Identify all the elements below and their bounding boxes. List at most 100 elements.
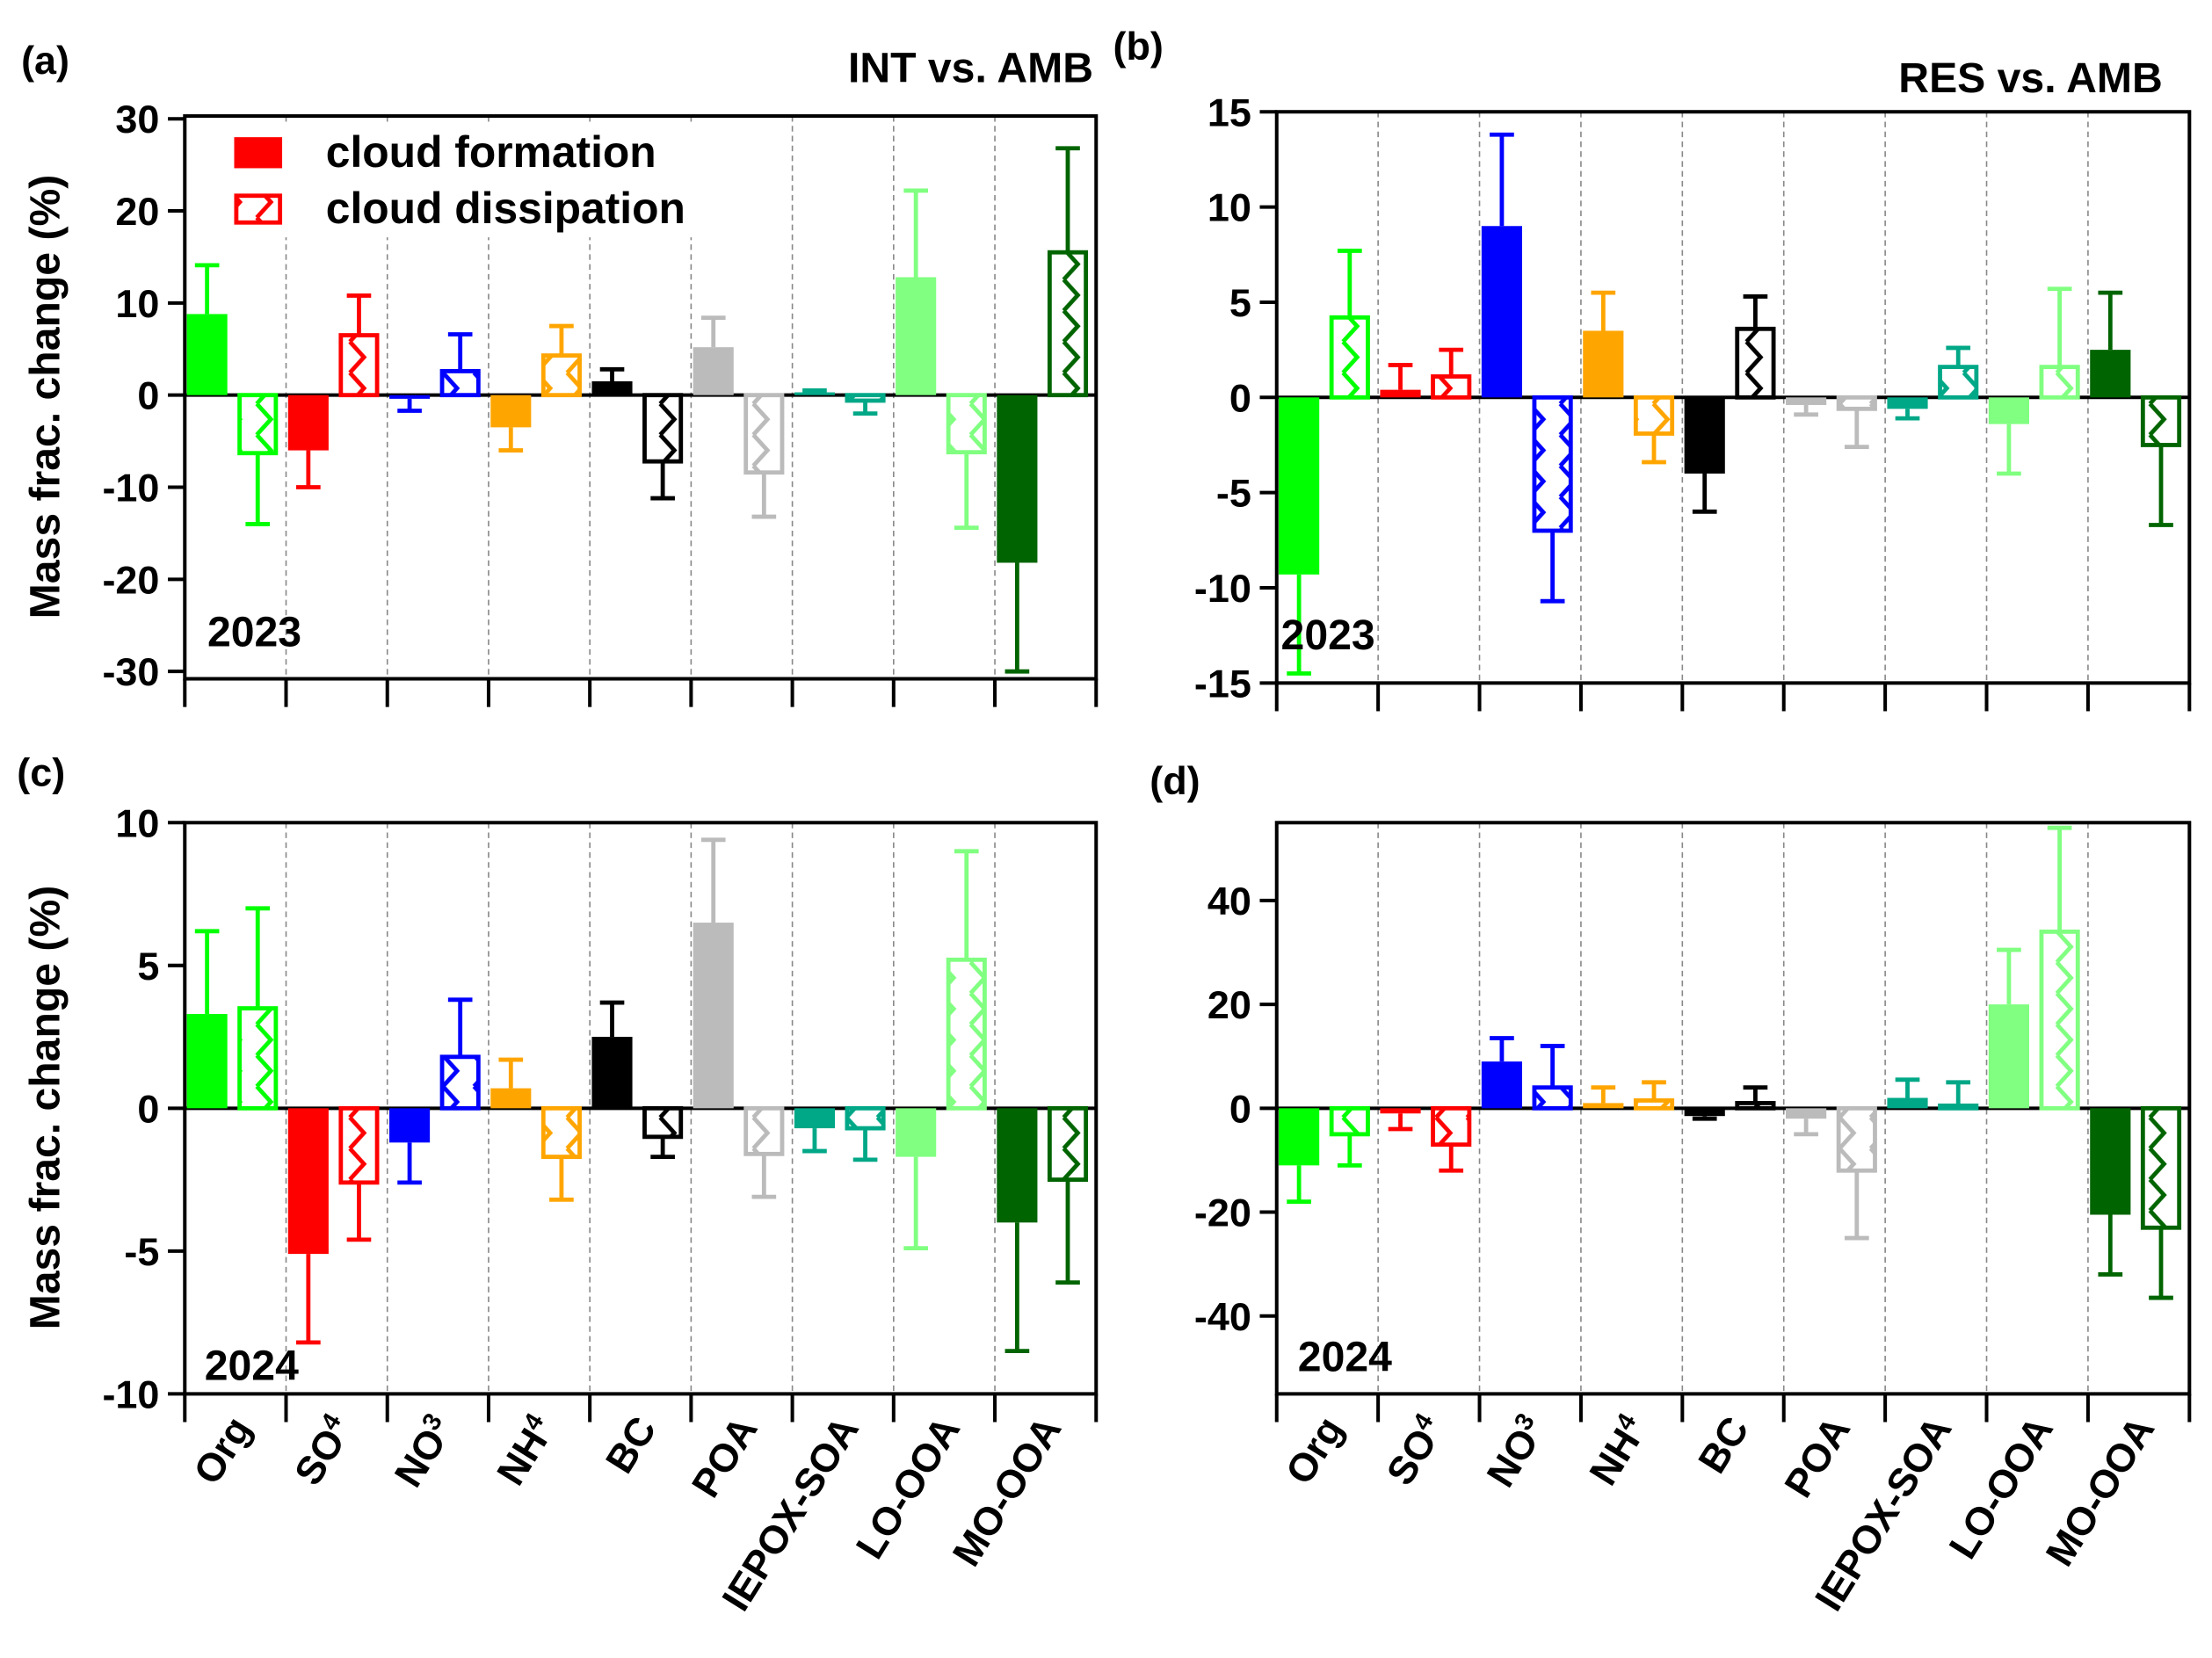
x-tick-label-POA: POA: [1775, 1408, 1859, 1505]
bar-formation-LO-OOA: [896, 277, 937, 395]
y-tick-label: 15: [1208, 90, 1251, 134]
panel-title: RES vs. AMB: [1898, 54, 2163, 102]
y-tick-label: 40: [1208, 879, 1251, 923]
bar-dissipation-POA: [743, 1105, 785, 1156]
bar-dissipation-POA: [1836, 1105, 1877, 1173]
bar-formation-LO-OOA: [1988, 1004, 2029, 1109]
x-tick-label-Org: Org: [185, 1408, 260, 1492]
legend-label-formation: cloud formation: [326, 127, 656, 177]
bar-formation-NO3: [1481, 226, 1522, 398]
x-tick-label-main: Org: [1277, 1408, 1353, 1492]
bar-dissipation-BC: [642, 1105, 684, 1140]
x-tick-label-main: SO: [286, 1421, 354, 1493]
y-tick-label: -10: [102, 466, 159, 510]
x-tick-label-main: NO: [386, 1421, 455, 1495]
x-tick-label-main: SO: [1377, 1421, 1446, 1493]
year-label: 2023: [207, 609, 301, 656]
year-label: 2024: [205, 1342, 299, 1389]
x-tick-label-main: BC: [1689, 1408, 1758, 1481]
bar-dissipation-NH4: [1633, 1098, 1675, 1111]
bar-dissipation-BC: [642, 393, 684, 464]
bar-dissipation-SO4: [338, 333, 380, 398]
panel-b: 15 10 5 0 -5 -10 -15 (b) RES vs. AMB 2023: [1113, 24, 2192, 712]
bar-formation-Org: [1279, 397, 1320, 575]
bar-formation-SO4: [287, 1108, 329, 1255]
bar-dissipation-Org: [1329, 315, 1370, 400]
bar-formation-IEPOX-SOA: [1887, 397, 1928, 409]
y-tick-label: -30: [102, 649, 159, 694]
bar-dissipation-MO-OOA: [1047, 250, 1089, 398]
bar-formation-Org: [1279, 1108, 1320, 1166]
bar-formation-MO-OOA: [2090, 1108, 2131, 1215]
y-tick-label: 10: [115, 800, 159, 845]
bar-formation-BC: [591, 380, 633, 395]
bar-formation-NH4: [490, 1088, 532, 1109]
bar-dissipation-IEPOX-SOA: [1938, 365, 1979, 400]
bar-dissipation-NH4: [540, 1105, 582, 1160]
y-tick-label: 0: [1229, 1086, 1251, 1131]
bar-formation-IEPOX-SOA: [794, 392, 835, 395]
y-tick-label: 0: [1229, 375, 1251, 420]
bar-dissipation-LO-OOA: [946, 957, 987, 1111]
bar-dissipation-MO-OOA: [2140, 395, 2182, 447]
bar-dissipation-SO4: [1431, 374, 1472, 400]
bar-formation-SO4: [1380, 389, 1421, 398]
panel-title: INT vs. AMB: [848, 45, 1093, 92]
bar-formation-NO3: [389, 395, 431, 399]
panel-label: (a): [21, 38, 69, 83]
y-tick-label: 5: [1229, 280, 1251, 325]
y-axis-label: Mass frac. change (%): [21, 886, 69, 1330]
bar-dissipation-MO-OOA: [2140, 1105, 2182, 1230]
bar-formation-SO4: [1380, 1108, 1421, 1114]
bar-formation-POA: [693, 347, 734, 395]
legend-swatch-formation: [234, 137, 283, 169]
x-tick-label-SO4: SO4: [1377, 1408, 1453, 1493]
year-label: 2023: [1281, 612, 1375, 659]
plot-frame: [183, 114, 1099, 681]
y-tick-label: 20: [1208, 982, 1251, 1027]
y-tick-label: -5: [1216, 471, 1251, 516]
bar-formation-LO-OOA: [896, 1108, 937, 1157]
bar-dissipation-IEPOX-SOA: [1938, 1103, 1979, 1111]
bar-dissipation-SO4: [338, 1105, 380, 1185]
y-tick-label: -10: [102, 1372, 159, 1416]
bar-formation-BC: [591, 1037, 633, 1109]
year-label: 2024: [1298, 1334, 1392, 1381]
bar-dissipation-Org: [237, 1006, 279, 1111]
bar-dissipation-LO-OOA: [2039, 365, 2080, 400]
panel-label: (b): [1113, 24, 1164, 69]
bar-dissipation-SO4: [1431, 1105, 1472, 1148]
y-tick-label: -20: [1194, 1191, 1251, 1235]
bar-dissipation-NO3: [1532, 1085, 1573, 1111]
bar-formation-SO4: [287, 395, 329, 451]
bar-dissipation-NH4: [540, 353, 582, 398]
y-tick-label: -20: [102, 557, 159, 602]
panel-a: 30 20 10 0 -10 -20 -30 (a) INT vs. AMB 2023 Mass f…: [21, 38, 1099, 707]
bar-dissipation-POA: [743, 393, 785, 475]
legend: cloud formation cloud dissipation: [225, 124, 734, 238]
panel-label: (d): [1150, 758, 1200, 803]
x-tick-label-main: NO: [1477, 1421, 1547, 1495]
y-tick-label: 10: [1208, 185, 1251, 230]
x-tick-label-SO4: SO4: [286, 1408, 361, 1493]
bar-formation-NH4: [490, 395, 532, 428]
bar-formation-NO3: [1481, 1061, 1522, 1109]
panel-label: (c): [17, 750, 65, 795]
x-tick-label-main: NH: [1580, 1421, 1649, 1493]
y-tick-label: -5: [124, 1229, 159, 1274]
y-tick-label: -10: [1194, 566, 1251, 611]
x-tick-label-BC: BC: [597, 1408, 665, 1481]
x-tick-label-main: POA: [683, 1408, 766, 1505]
y-tick-label: -40: [1194, 1294, 1251, 1339]
x-tick-label-main: POA: [1775, 1408, 1859, 1505]
bar-dissipation-IEPOX-SOA: [845, 393, 886, 403]
legend-swatch-dissipation: [234, 193, 283, 225]
bar-formation-IEPOX-SOA: [1887, 1097, 1928, 1109]
bar-dissipation-POA: [1836, 395, 1877, 411]
bar-dissipation-NO3: [439, 1054, 481, 1111]
y-axis-label: Mass frac. change (%): [21, 175, 69, 619]
bar-formation-MO-OOA: [997, 1108, 1038, 1223]
